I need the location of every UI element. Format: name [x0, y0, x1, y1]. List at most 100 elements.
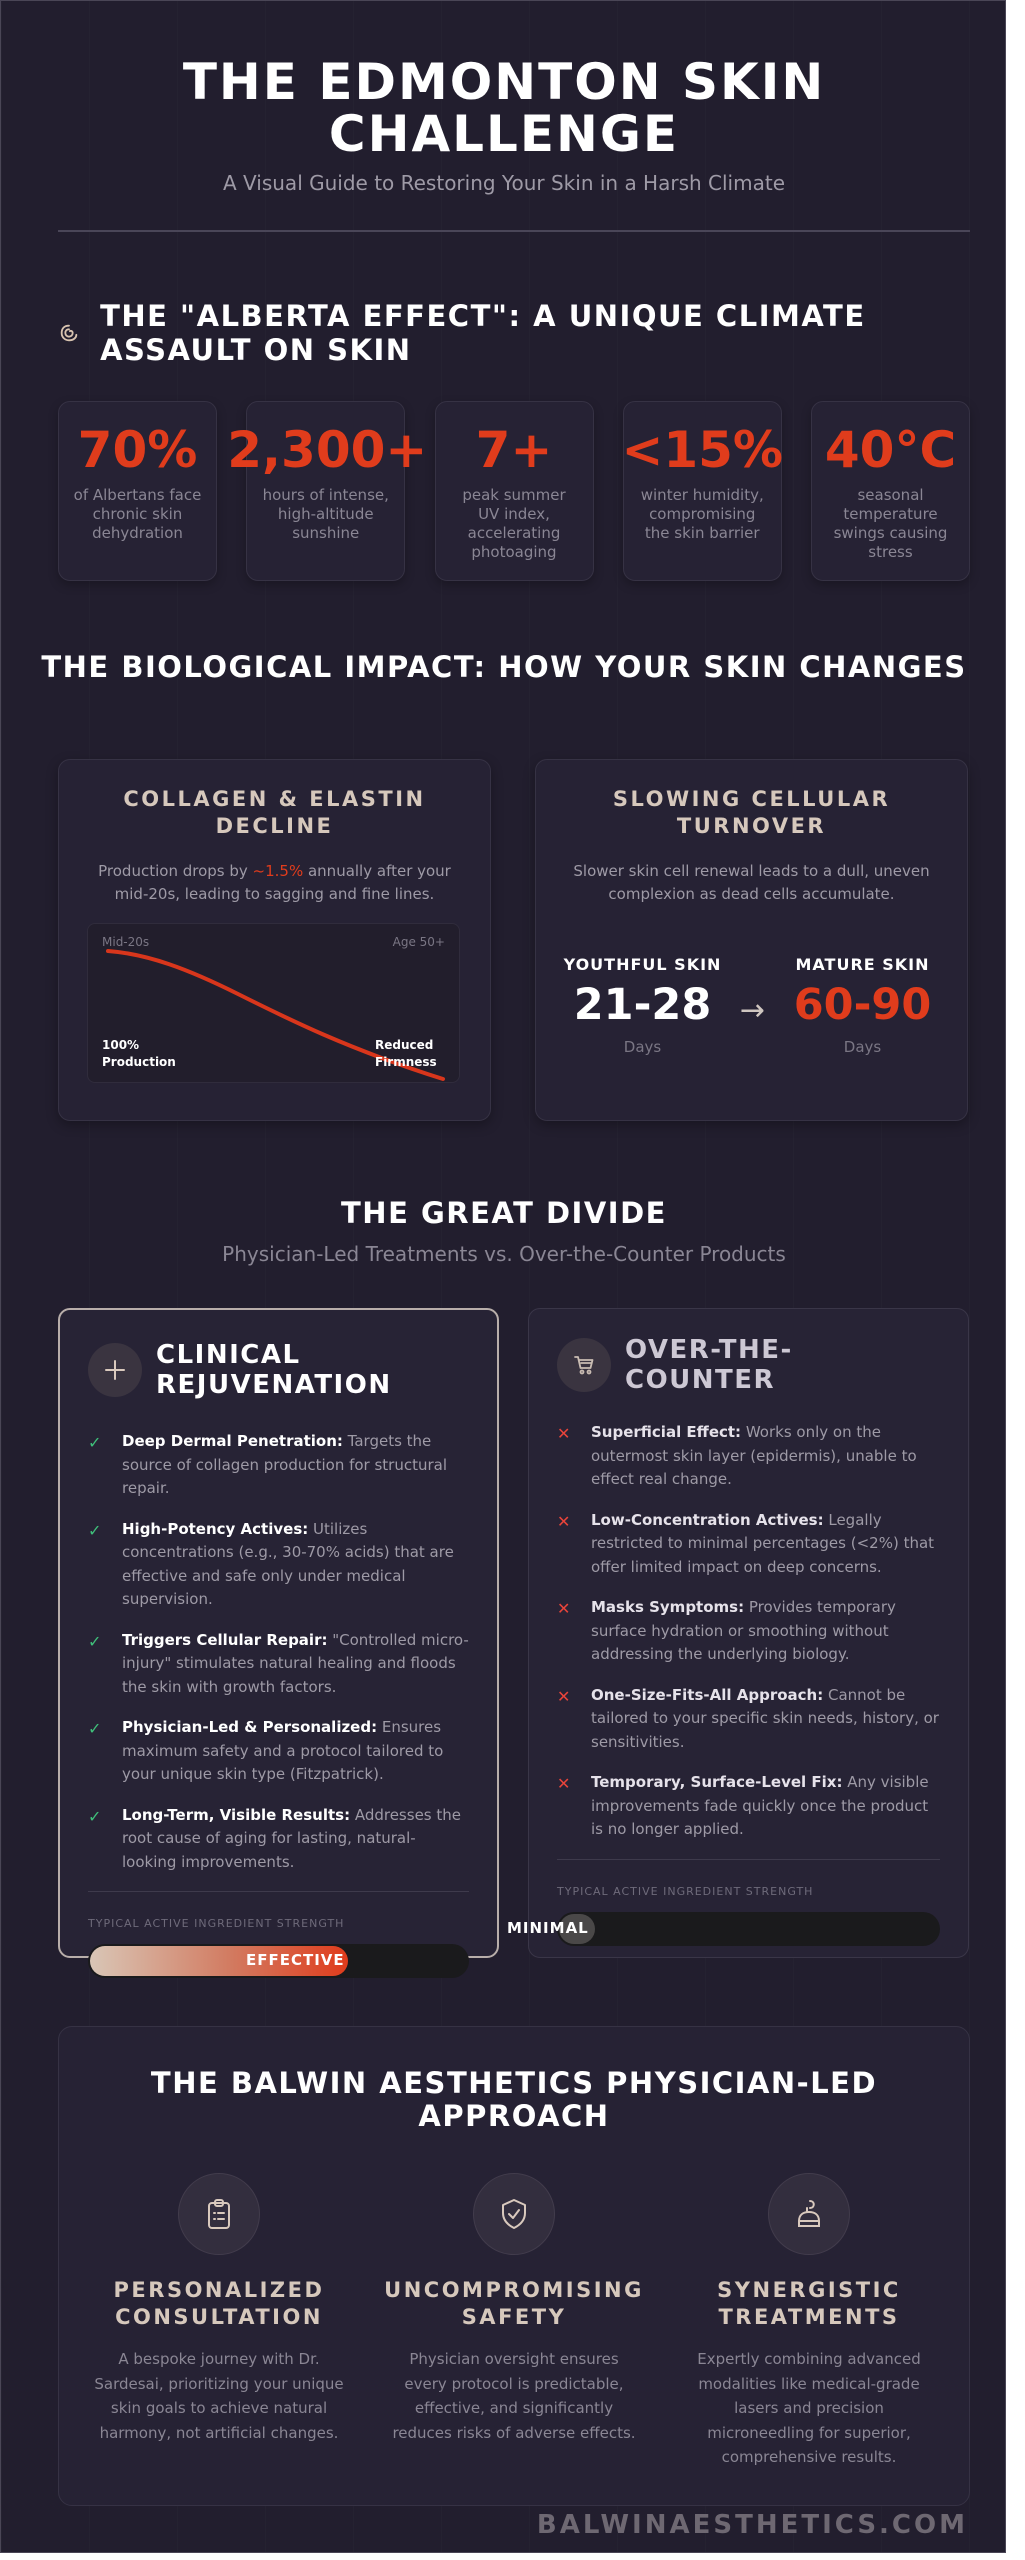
infographic-page: THE EDMONTON SKIN CHALLENGE A Visual Gui… — [0, 0, 1006, 2553]
stat-card: 70% of Albertans face chronic skin dehyd… — [58, 401, 217, 581]
item-title: Temporary, Surface-Level Fix: — [591, 1773, 843, 1791]
item-title: High-Potency Actives: — [122, 1519, 309, 1538]
item-title: Low-Concentration Actives: — [591, 1510, 824, 1529]
item-title: Physician-Led & Personalized: — [122, 1718, 378, 1736]
youthful-label: YOUTHFUL SKIN — [563, 955, 722, 974]
arrow-right-icon: → — [739, 993, 766, 1028]
shopping-cart-icon — [557, 1338, 611, 1392]
item-text: Legally restricted to minimal percentage… — [591, 1510, 935, 1576]
pillar-treatments: SYNERGISTIC TREATMENTS Expertly combinin… — [674, 2173, 944, 2470]
stat-value: <15% — [621, 421, 784, 479]
collagen-card: COLLAGEN & ELASTIN DECLINE Production dr… — [58, 759, 491, 1121]
clinical-card: CLINICAL REJUVENATION ✓ Deep Dermal Penet… — [58, 1308, 499, 1978]
item-title: Triggers Cellular Repair: — [122, 1630, 328, 1649]
approach-card: THE BALWIN AESTHETICS PHYSICIAN-LED APPR… — [58, 2026, 970, 2506]
list-item: ✕ Temporary, Surface-Level Fix: Any visib… — [557, 1771, 940, 1842]
list-item: ✕ Masks Symptoms: Provides temporary surf… — [557, 1596, 940, 1667]
item-text: Provides temporary surface hydration or … — [591, 1598, 896, 1663]
collagen-title: COLLAGEN & ELASTIN DECLINE — [123, 787, 426, 838]
pillar-desc: Expertly combining advanced modalities l… — [697, 2350, 921, 2466]
item-text: Ensures maximum safety and a protocol ta… — [122, 1718, 444, 1783]
item-text: Any visible improvements fade quickly on… — [591, 1773, 929, 1838]
otc-card: OVER-THE-COUNTER ✕ Superficial Effect: Wo… — [507, 1308, 969, 1958]
x-icon: ✕ — [557, 1774, 571, 1793]
strength-meter-fill — [559, 1913, 595, 1944]
item-title: Long-Term, Visible Results: — [122, 1805, 351, 1824]
shield-check-icon — [473, 2173, 555, 2255]
stat-label: hours of intense, high-altitude sunshine — [262, 486, 389, 542]
item-title: Masks Symptoms: — [591, 1598, 745, 1616]
x-icon: ✕ — [557, 1599, 571, 1618]
stat-card: 2,300+ hours of intense, high-altitude s… — [227, 401, 427, 581]
pillar-title: SYNERGISTIC TREATMENTS — [717, 2278, 901, 2329]
stat-value: 2,300+ — [227, 421, 428, 479]
list-item: ✕ One-Size-Fits-All Approach: Cannot be t… — [557, 1684, 940, 1755]
stats-row: 70% of Albertans face chronic skin dehyd… — [58, 401, 970, 581]
strength-meter-clinical: EFFECTIVE — [88, 1944, 469, 1978]
strength-value: MINIMAL — [507, 1918, 589, 1937]
check-icon: ✓ — [88, 1433, 102, 1452]
check-icon: ✓ — [88, 1520, 102, 1540]
youthful-unit: Days — [623, 1038, 662, 1056]
pillar-desc: Physician oversight ensures every protoc… — [392, 2350, 636, 2442]
list-item: ✓ Deep Dermal Penetration: Targets the so… — [88, 1430, 469, 1501]
pillars-row: PERSONALIZED CONSULTATION A bespoke jour… — [59, 2173, 969, 2470]
youthful-value: 21-28 — [573, 980, 712, 1030]
mature-unit: Days — [843, 1038, 882, 1056]
stat-card: <15% winter humidity, compromising the s… — [621, 401, 783, 581]
page-subtitle: A Visual Guide to Restoring Your Skin in… — [223, 171, 785, 195]
stat-label: winter humidity, compromising the skin b… — [640, 486, 764, 542]
footer-website: BALWINAESTHETICS.COM — [536, 2510, 968, 2540]
strength-meter-fill — [90, 1946, 348, 1976]
x-icon: ✕ — [557, 1686, 571, 1706]
item-text: Addresses the root cause of aging for la… — [122, 1805, 461, 1871]
item-text: Utilizes concentrations (e.g., 30-70% ac… — [122, 1519, 454, 1609]
divider — [557, 1858, 940, 1860]
strength-label: TYPICAL ACTIVE INGREDIENT STRENGTH — [88, 1917, 345, 1930]
list-item: ✓ High-Potency Actives: Utilizes concentr… — [88, 1518, 469, 1612]
x-icon: ✕ — [557, 1511, 571, 1531]
desc-text: Production drops by — [98, 862, 253, 880]
item-text: "Controlled micro-injury" stimulates nat… — [122, 1630, 469, 1696]
x-icon: ✕ — [557, 1424, 571, 1443]
chart-start-label: Mid-20s — [102, 935, 150, 949]
chart-end-label: Age 50+ — [392, 935, 445, 949]
stat-label: seasonal temperature swings causing stre… — [833, 486, 948, 561]
stat-value: 70% — [77, 421, 198, 479]
clipboard-icon — [178, 2173, 260, 2255]
pillar-safety: UNCOMPROMISING SAFETY Physician oversigh… — [379, 2173, 649, 2470]
collagen-desc: Production drops by ~1.5% annually after… — [59, 860, 490, 906]
youthful-skin: YOUTHFUL SKIN 21-28 Days — [563, 955, 723, 1056]
alberta-section-header: THE "ALBERTA EFFECT": A UNIQUE CLIMATE A… — [58, 299, 958, 367]
stat-card: 7+ peak summer UV index, accelerating ph… — [434, 401, 594, 581]
item-text: Works only on the outermost skin layer (… — [591, 1423, 917, 1488]
decline-curve — [106, 949, 445, 1081]
strength-value: EFFECTIVE — [246, 1951, 345, 1969]
otc-drawbacks-list: ✕ Superficial Effect: Works only on the o… — [557, 1421, 940, 1842]
turnover-title: SLOWING CELLULAR TURNOVER — [612, 787, 891, 838]
pillar-desc: A bespoke journey with Dr. Sardesai, pri… — [94, 2350, 344, 2442]
wind-swirl-icon — [58, 319, 80, 347]
divider — [58, 230, 970, 232]
check-icon: ✓ — [88, 1631, 102, 1651]
pillar-consultation: PERSONALIZED CONSULTATION A bespoke jour… — [84, 2173, 354, 2470]
strength-meter-otc: MINIMAL — [507, 1911, 940, 1946]
mature-skin: MATURE SKIN 60-90 Days — [783, 955, 943, 1056]
mature-value: 60-90 — [793, 980, 932, 1030]
stat-label: peak summer UV index, accelerating photo… — [462, 486, 566, 561]
section-title-approach: THE BALWIN AESTHETICS PHYSICIAN-LED APPR… — [150, 2066, 878, 2133]
decline-rate: ~1.5% — [252, 862, 304, 880]
list-item: ✓ Long-Term, Visible Results: Addresses t… — [88, 1804, 469, 1875]
strength-label: TYPICAL ACTIVE INGREDIENT STRENGTH — [557, 1884, 814, 1898]
stat-label: of Albertans face chronic skin dehydrati… — [73, 486, 202, 542]
list-item: ✓ Physician-Led & Personalized: Ensures m… — [88, 1716, 469, 1787]
collagen-decline-chart: Mid-20s Age 50+ 100% Production Reduced … — [87, 923, 460, 1083]
item-title: Deep Dermal Penetration: — [122, 1432, 343, 1450]
treatment-device-icon — [768, 2173, 850, 2255]
otc-title: OVER-THE-COUNTER — [625, 1335, 793, 1395]
section-title-alberta: THE "ALBERTA EFFECT": A UNIQUE CLIMATE A… — [100, 299, 866, 367]
stat-value: 7+ — [475, 421, 553, 479]
turnover-desc: Slower skin cell renewal leads to a dull… — [573, 862, 930, 903]
item-title: Superficial Effect: — [591, 1423, 742, 1441]
list-item: ✕ Superficial Effect: Works only on the o… — [557, 1421, 940, 1492]
